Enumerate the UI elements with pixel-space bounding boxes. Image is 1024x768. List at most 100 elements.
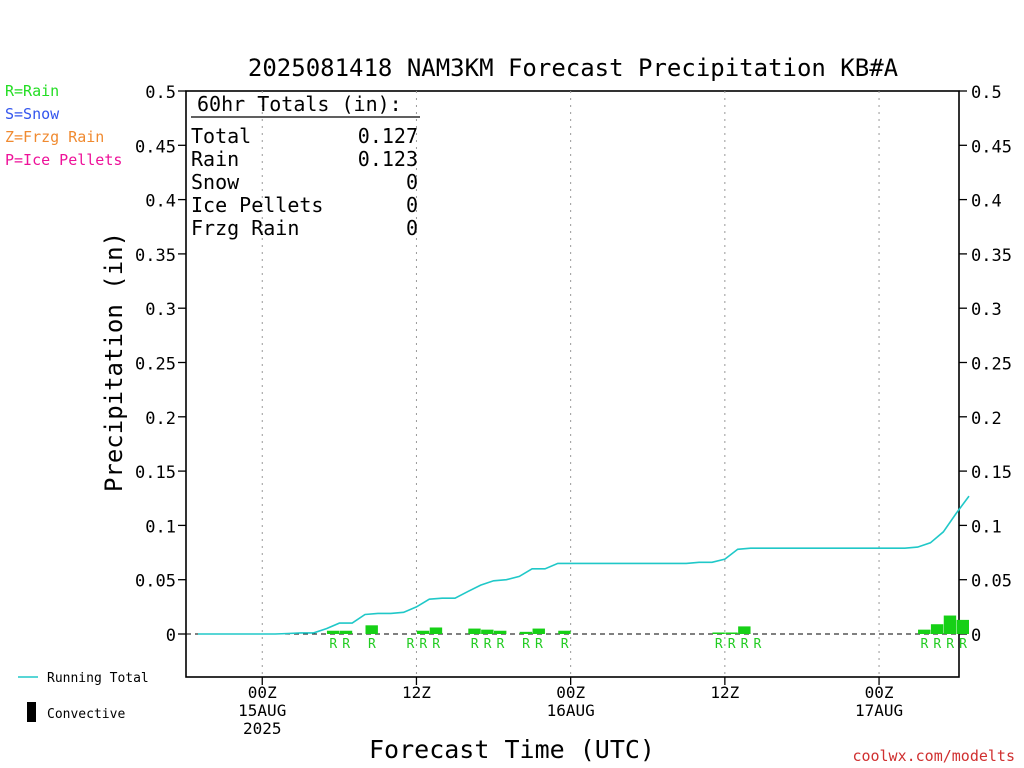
totals-label: Frzg Rain	[191, 216, 299, 240]
precip-type-label: R	[522, 637, 530, 652]
precip-bar	[712, 632, 725, 634]
legend-item: R=Rain	[5, 82, 59, 100]
y-tick-label-right: 0.2	[971, 409, 1002, 429]
precip-bar	[918, 629, 931, 634]
y-tick-label-right: 0.5	[971, 83, 1002, 103]
y-tick-label-right: 0.25	[971, 355, 1012, 375]
precip-type-label: R	[959, 637, 967, 652]
precip-bar	[725, 632, 738, 634]
totals-value: 0	[406, 193, 418, 217]
precip-type-label: R	[921, 637, 929, 652]
y-tick-label-left: 0	[166, 626, 176, 646]
y-tick-label-left: 0.35	[135, 246, 176, 266]
convective-legend-label: Convective	[47, 707, 125, 722]
running-total-line	[198, 495, 970, 635]
y-tick-label-right: 0.3	[971, 300, 1002, 320]
precip-type-label: R	[535, 637, 543, 652]
y-tick-label-right: 0.45	[971, 137, 1012, 157]
precip-type-label: R	[741, 637, 749, 652]
x-axis-label: Forecast Time (UTC)	[369, 735, 655, 764]
y-tick-label-right: 0.1	[971, 517, 1002, 537]
y-tick-label-left: 0.45	[135, 137, 176, 157]
legend-item: Z=Frzg Rain	[5, 128, 104, 146]
y-axis-left: 0 0.05 0.1 0.15 0.2 0.25 0.3 0.35 0.4 0.45 0.5	[135, 83, 186, 646]
running-total-group	[198, 495, 970, 635]
precip-bar	[494, 630, 507, 634]
x-tick-label: 00Z	[248, 683, 277, 702]
precip-bar	[532, 628, 545, 634]
precip-bar	[519, 631, 533, 634]
precip-bar	[558, 630, 571, 634]
precip-bar	[468, 628, 481, 634]
precip-type-label: R	[496, 637, 504, 652]
x-tick-label: 15AUG	[238, 701, 286, 720]
x-tick-label: 16AUG	[547, 701, 595, 720]
totals-label: Rain	[191, 147, 239, 171]
y-tick-label-right: 0.4	[971, 192, 1002, 212]
totals-box: 60hr Totals (in): Total 0.127 Rain 0.123 Sno…	[191, 92, 420, 240]
y-tick-label-left: 0.4	[145, 192, 176, 212]
y-tick-label-right: 0	[971, 626, 981, 646]
precip-bar	[429, 627, 443, 634]
precip-type-label: R	[407, 637, 415, 652]
x-tick-label: 12Z	[710, 683, 739, 702]
totals-value: 0.123	[358, 147, 418, 171]
precip-bar	[956, 619, 969, 634]
precip-type-label: R	[484, 637, 492, 652]
grid-lines	[261, 91, 880, 677]
y-tick-label-left: 0.25	[135, 355, 176, 375]
bars-group	[326, 615, 969, 634]
y-tick-label-left: 0.5	[145, 83, 176, 103]
precip-type-label: R	[946, 637, 954, 652]
precip-type-label: R	[342, 637, 350, 652]
totals-header: 60hr Totals (in):	[197, 92, 402, 116]
y-axis-label: Precipitation (in)	[100, 232, 128, 492]
precip-bar	[481, 629, 494, 634]
legend-item: P=Ice Pellets	[5, 151, 122, 169]
convective-legend-swatch	[27, 702, 36, 722]
x-tick-label: 00Z	[556, 683, 585, 702]
x-tick-label: 12Z	[402, 683, 431, 702]
x-tick-label: 00Z	[865, 683, 894, 702]
x-tick-label: 17AUG	[855, 701, 903, 720]
legend-item: S=Snow	[5, 105, 60, 123]
chart-title: 2025081418 NAM3KM Forecast Precipitation…	[248, 54, 899, 82]
y-tick-label-left: 0.15	[135, 463, 176, 483]
totals-label: Ice Pellets	[191, 193, 323, 217]
precip-type-label: R	[419, 637, 427, 652]
legend-series: Running Total Convective	[18, 671, 149, 722]
y-tick-label-right: 0.35	[971, 246, 1012, 266]
precip-bar	[930, 624, 944, 634]
x-tick-label: 2025	[243, 719, 282, 738]
totals-label: Total	[191, 124, 251, 148]
plot-frame	[185, 90, 960, 678]
precip-type-label: R	[933, 637, 941, 652]
precip-type-label: R	[715, 637, 723, 652]
precip-type-label: R	[368, 637, 376, 652]
precip-bar	[416, 630, 430, 634]
legend-precip-types: R=Rain S=Snow Z=Frzg Rain P=Ice Pellets	[5, 82, 122, 169]
y-tick-label-left: 0.3	[145, 300, 176, 320]
totals-value: 0	[406, 170, 418, 194]
precip-type-label: R	[561, 637, 569, 652]
y-tick-label-right: 0.15	[971, 463, 1012, 483]
y-tick-label-right: 0.05	[971, 572, 1012, 592]
y-axis-right: 0 0.05 0.1 0.15 0.2 0.25 0.3 0.35 0.4 0.45 0.5	[959, 83, 1012, 646]
precip-bar	[365, 625, 378, 634]
totals-label: Snow	[191, 170, 240, 194]
precip-bar	[738, 626, 751, 634]
running-total-legend-label: Running Total	[47, 671, 149, 686]
y-tick-label-left: 0.1	[145, 517, 176, 537]
y-tick-label-left: 0.2	[145, 409, 176, 429]
watermark: coolwx.com/modelts	[852, 747, 1015, 765]
y-tick-label-left: 0.05	[135, 572, 176, 592]
precip-type-label: R	[728, 637, 736, 652]
precip-bar	[339, 630, 353, 634]
precip-bar	[326, 630, 340, 634]
totals-value: 0.127	[358, 124, 418, 148]
precip-type-label: R	[471, 637, 479, 652]
totals-value: 0	[406, 216, 418, 240]
